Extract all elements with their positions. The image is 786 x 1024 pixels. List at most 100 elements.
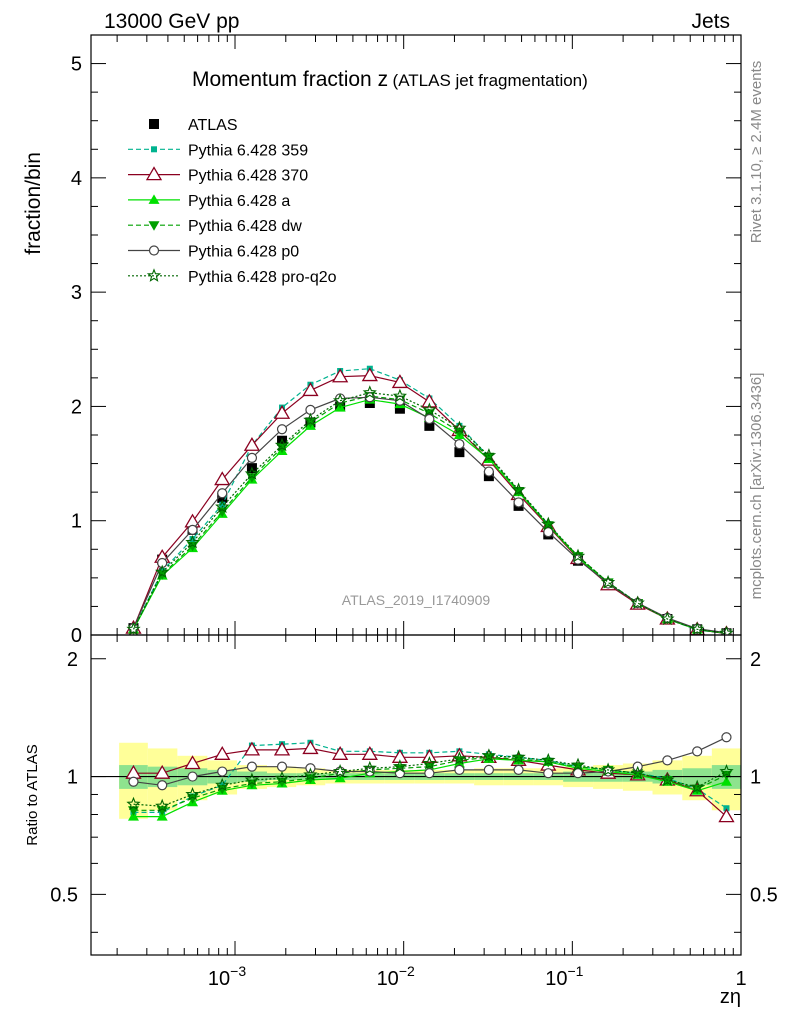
x-tick-label: 10−3 <box>208 963 246 990</box>
series-2-ratio-point <box>184 755 201 770</box>
series-6-ratio-point <box>185 787 200 801</box>
ratio-tick-labels: 0.5 0.5 1 1 2 2 <box>50 649 778 907</box>
series-5-point <box>246 452 258 463</box>
series-5-ratio-point <box>721 732 732 743</box>
series-6-ratio-point <box>126 796 141 811</box>
series-3-ratio-point <box>127 811 139 821</box>
series-6-ratio-point <box>362 760 377 775</box>
series-5-point <box>454 439 465 450</box>
series-6-ratio-point <box>511 749 526 764</box>
series-2-ratio-point <box>273 741 291 756</box>
series-5-ratio-point <box>246 761 258 772</box>
ratio-tick-label-right: 2 <box>750 649 761 671</box>
series-1-ratio-point <box>723 805 730 812</box>
series-2-point <box>332 368 349 383</box>
series-5-point <box>187 524 198 535</box>
chart-title: Momentum fraction z (ATLAS jet fragmenta… <box>192 68 588 91</box>
series-0-point <box>454 447 465 458</box>
series-6-point <box>126 621 141 635</box>
series-5-point <box>217 488 228 499</box>
series-6-ratio-point <box>215 777 230 792</box>
y-tick-label: 2 <box>71 396 82 418</box>
series-6-point <box>392 388 408 403</box>
legend-marker <box>149 119 159 129</box>
analysis-id-label: ATLAS_2019_I1740909 <box>342 592 491 608</box>
series-6-ratio-point <box>719 764 734 778</box>
ratio-tick-label-right: 0.5 <box>750 884 778 906</box>
series-2-ratio-point <box>154 764 171 779</box>
legend-marker <box>148 245 160 256</box>
series-5-ratio-point <box>217 766 228 777</box>
series-5-ratio-point <box>692 746 703 757</box>
series-6-ratio-point <box>481 748 497 762</box>
series-6-point <box>155 564 170 579</box>
series-2-ratio-point <box>361 746 378 760</box>
series-6-point <box>274 437 290 452</box>
series-6-ratio-point <box>541 752 556 767</box>
series-6-point <box>215 499 230 514</box>
series-5-ratio-point <box>483 764 494 775</box>
x-tick-label: 10−2 <box>377 963 415 990</box>
series-5-ratio-point <box>424 768 435 779</box>
main-plot-series <box>125 365 734 635</box>
series-5-point <box>543 527 554 538</box>
series-3-ratio-point <box>156 811 168 821</box>
series-2-ratio-point <box>391 749 409 763</box>
series-2-ratio-point <box>243 741 261 756</box>
series-2-point <box>273 404 291 419</box>
series-6-ratio-point <box>332 764 348 778</box>
ratio-axis-title: Ratio to ATLAS <box>24 744 41 845</box>
legend-entry: ATLAS <box>149 117 238 134</box>
series-6-point <box>185 534 200 549</box>
series-6-ratio-point <box>155 798 170 813</box>
legend-entry: Pythia 6.428 a <box>128 193 290 210</box>
ratio-tick-label-right: 1 <box>750 767 761 789</box>
series-6-line <box>132 392 727 634</box>
ratio-tick-label-left: 0.5 <box>50 884 78 906</box>
header-jets-label: Jets <box>691 10 730 33</box>
series-2-ratio-point <box>718 808 735 823</box>
legend-marker <box>146 268 162 282</box>
legend-label: Pythia 6.428 359 <box>188 142 308 159</box>
legend-marker <box>148 194 160 204</box>
series-4-point <box>542 521 554 531</box>
series-5-ratio-point <box>572 768 584 779</box>
series-5-ratio-point <box>513 764 524 775</box>
series-5-point <box>513 497 524 508</box>
series-2-ratio-point <box>332 746 349 760</box>
ratio-plot-frame <box>90 634 742 956</box>
series-6-point <box>422 402 437 416</box>
series-5-point <box>424 413 435 425</box>
series-6-point <box>303 412 318 427</box>
series-4-point <box>513 487 525 497</box>
series-5-ratio-point <box>157 780 168 791</box>
series-5-point <box>276 424 288 435</box>
series-6-point <box>511 482 526 496</box>
legend-label: Pythia 6.428 dw <box>188 218 302 235</box>
series-4-point <box>483 452 495 463</box>
y-tick-label: 0 <box>71 625 82 647</box>
legend-label: ATLAS <box>188 117 238 134</box>
series-5-point <box>364 392 375 403</box>
series-6-point <box>244 466 260 480</box>
y-tick-label: 4 <box>71 168 82 190</box>
legend-entry: Pythia 6.428 dw <box>128 218 302 235</box>
legend-label: Pythia 6.428 p0 <box>188 244 299 261</box>
series-0-point <box>394 403 405 414</box>
series-5-ratio-point <box>276 761 288 772</box>
series-5-ratio-point <box>454 764 465 775</box>
series-2-point <box>243 436 261 451</box>
series-6-ratio-line <box>133 755 727 807</box>
y-tick-labels: 0 1 2 3 4 5 <box>71 54 82 647</box>
x-tick-label: 1 <box>735 968 746 990</box>
series-1-point <box>219 501 226 508</box>
series-6-point <box>719 625 734 635</box>
series-6-ratio-point <box>303 767 318 781</box>
legend-marker <box>151 146 157 153</box>
series-6-ratio-point <box>452 751 467 765</box>
series-3-ratio-point <box>720 776 732 786</box>
series-2-point <box>302 382 319 397</box>
series-5-ratio-point <box>128 776 139 787</box>
series-6-point <box>690 621 705 635</box>
